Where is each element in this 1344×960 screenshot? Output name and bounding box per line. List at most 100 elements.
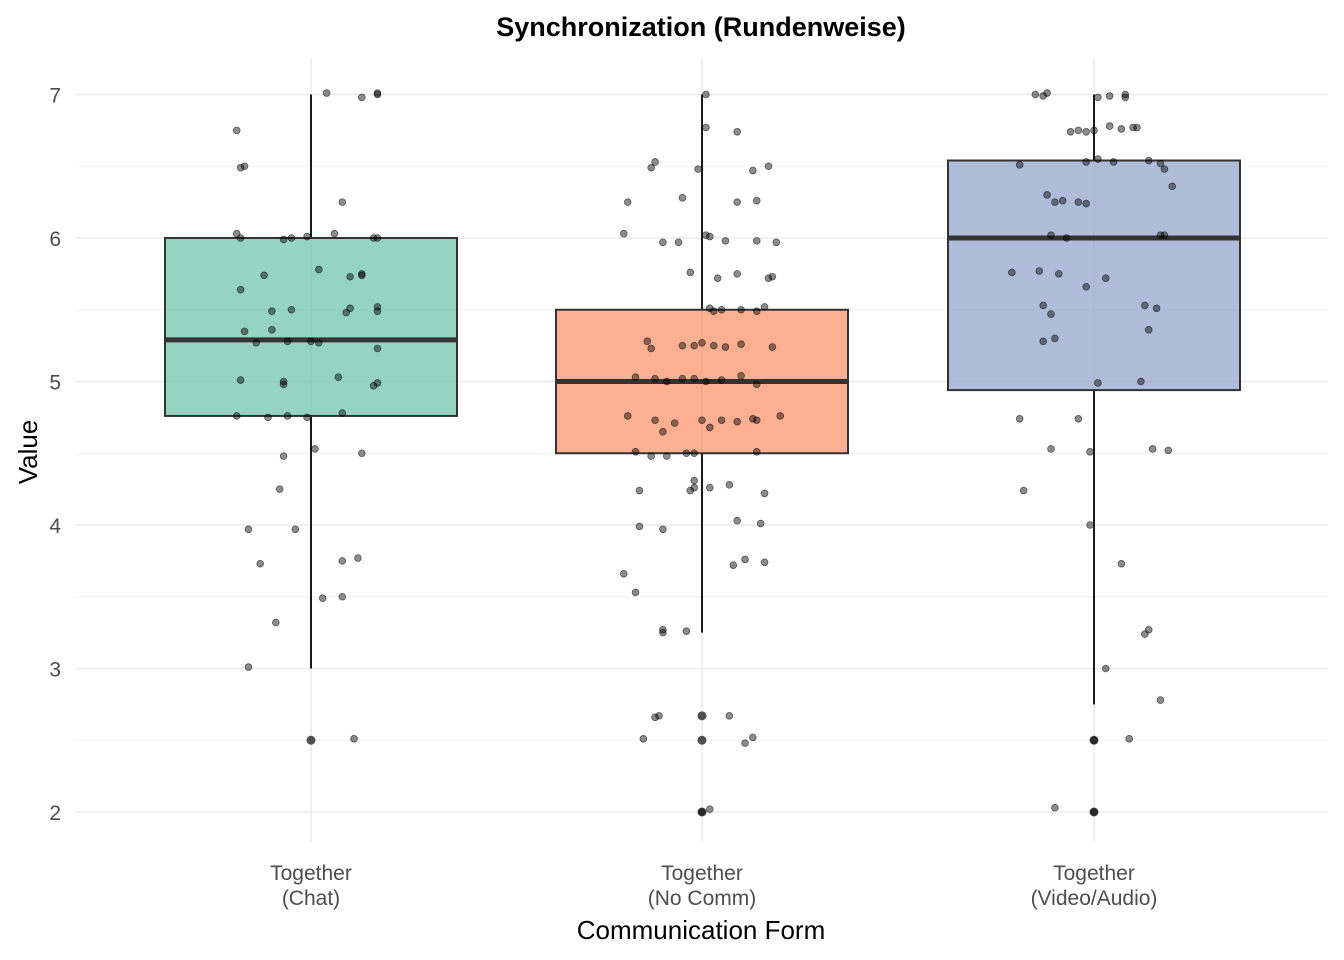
data-point [690, 476, 698, 485]
data-point [1043, 191, 1051, 199]
data-point [682, 627, 691, 635]
data-point [737, 371, 745, 380]
data-point [1082, 199, 1090, 208]
data-point [709, 341, 718, 350]
data-point [659, 625, 667, 634]
data-point [1062, 234, 1071, 242]
data-point [1051, 198, 1059, 206]
data-point [287, 234, 296, 242]
data-point [760, 558, 769, 567]
data-point [338, 198, 347, 206]
data-point [240, 162, 249, 171]
data-point [342, 308, 350, 317]
data-point [760, 489, 769, 498]
x-tick-label: (No Comm) [648, 887, 757, 910]
data-point [1109, 158, 1118, 166]
data-point [1015, 161, 1024, 169]
data-point [702, 90, 710, 99]
data-point [647, 163, 655, 172]
data-point [733, 198, 741, 206]
data-point [303, 413, 311, 422]
data-point [1101, 664, 1110, 673]
data-point [1137, 377, 1145, 386]
data-point [725, 481, 734, 489]
data-point [733, 128, 741, 136]
data-point [1094, 379, 1102, 387]
data-point [279, 380, 288, 389]
data-point [1086, 448, 1094, 456]
data-point [338, 409, 347, 417]
data-point [358, 271, 366, 280]
data-point [1156, 159, 1165, 168]
x-tick-label: Together [270, 862, 352, 885]
y-tick-label: 4 [49, 515, 61, 538]
data-point [279, 452, 288, 460]
data-point [1039, 92, 1047, 100]
data-point [659, 427, 667, 436]
jitter-points [232, 89, 1176, 816]
data-point [694, 165, 702, 173]
x-tick-label: (Video/Audio) [1031, 887, 1158, 910]
data-point [318, 594, 327, 602]
data-point [1019, 486, 1028, 495]
data-point [338, 592, 347, 601]
data-point [240, 327, 249, 336]
data-point [721, 343, 730, 351]
data-point [737, 340, 745, 348]
data-point [639, 735, 648, 743]
data-point [1133, 123, 1141, 132]
data-point [619, 569, 628, 578]
data-point [631, 373, 640, 381]
data-point [698, 338, 706, 347]
data-point [1082, 158, 1090, 166]
data-point [264, 413, 272, 422]
data-point [721, 237, 730, 245]
data-point [623, 198, 632, 206]
data-point [752, 307, 761, 315]
data-point [232, 126, 241, 135]
data-point [244, 663, 253, 671]
data-point [268, 326, 276, 334]
data-point [756, 519, 765, 528]
data-point [291, 525, 300, 534]
data-point [698, 808, 706, 816]
data-point [1144, 156, 1153, 165]
data-point [690, 483, 698, 492]
data-point [741, 739, 749, 747]
data-point [1047, 310, 1055, 318]
data-point [768, 272, 777, 281]
data-point [741, 555, 749, 564]
data-point [1094, 155, 1102, 163]
data-point [1086, 521, 1094, 529]
data-point [713, 274, 722, 282]
data-point [1031, 90, 1040, 99]
y-tick-label: 7 [49, 85, 61, 108]
chart-title: Synchronization (Rundenweise) [496, 12, 906, 42]
data-point [1105, 122, 1114, 130]
data-point [1039, 337, 1047, 346]
data-point [631, 588, 640, 597]
data-point [772, 238, 781, 247]
data-point [702, 231, 710, 239]
data-point [338, 557, 347, 565]
data-point [373, 307, 382, 315]
y-tick-label: 3 [49, 659, 61, 682]
outlier-point [697, 711, 707, 721]
data-point [709, 307, 718, 315]
data-point [1090, 126, 1098, 135]
data-point [752, 380, 761, 389]
y-axis-label: Value [13, 420, 43, 485]
data-point [236, 285, 245, 294]
data-point [764, 274, 773, 282]
data-point [635, 486, 644, 495]
data-point [1047, 231, 1055, 239]
data-point [1168, 182, 1176, 191]
data-point [690, 449, 698, 458]
data-point [236, 163, 245, 172]
data-point [737, 305, 745, 314]
data-point [1074, 415, 1083, 423]
data-point [717, 305, 726, 314]
data-point [1164, 446, 1173, 455]
data-point [330, 229, 339, 238]
data-point [1008, 268, 1016, 277]
